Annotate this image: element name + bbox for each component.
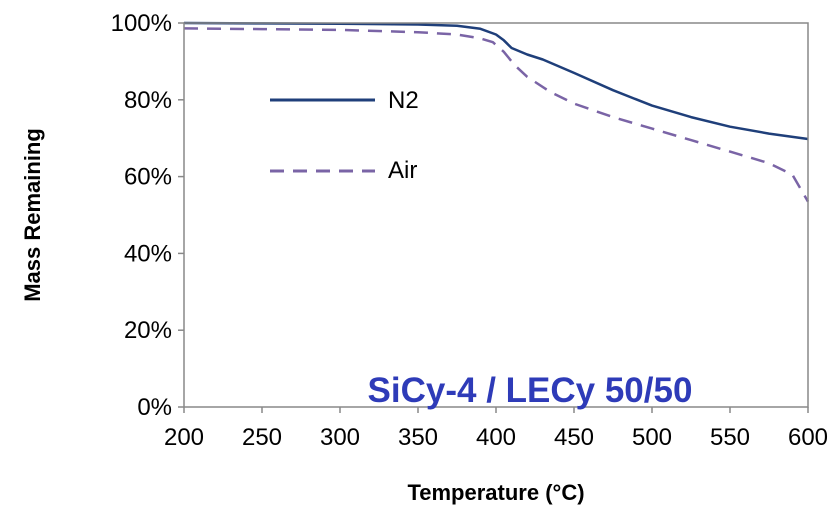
- y-tick-label: 40%: [124, 240, 172, 267]
- series-line-air: [183, 27, 810, 203]
- y-tick-label: 0%: [137, 394, 172, 421]
- y-axis-label: Mass Remaining: [20, 128, 45, 302]
- x-tick-label: 600: [788, 424, 828, 451]
- legend: N2 Air: [270, 87, 419, 184]
- y-tick-label: 20%: [124, 317, 172, 344]
- y-tick-label: 100%: [111, 10, 172, 37]
- plot-area-frame: [183, 22, 809, 408]
- x-tick-label: 400: [476, 424, 516, 451]
- series-line-n2: [183, 21, 809, 141]
- y-tick-label: 60%: [124, 164, 172, 191]
- x-axis-label: Temperature (°C): [407, 480, 584, 505]
- legend-label-n2: N2: [388, 87, 419, 114]
- x-tick-label: 250: [242, 424, 282, 451]
- x-tick-label: 500: [632, 424, 672, 451]
- x-tick-label: 350: [398, 424, 438, 451]
- x-tick-label: 300: [320, 424, 360, 451]
- x-tick-label: 550: [710, 424, 750, 451]
- x-tick-label: 450: [554, 424, 594, 451]
- chart-annotation: SiCy-4 / LECy 50/50: [368, 371, 693, 410]
- x-tick-label: 200: [164, 424, 204, 451]
- y-tick-label: 80%: [124, 87, 172, 114]
- legend-label-air: Air: [388, 157, 417, 184]
